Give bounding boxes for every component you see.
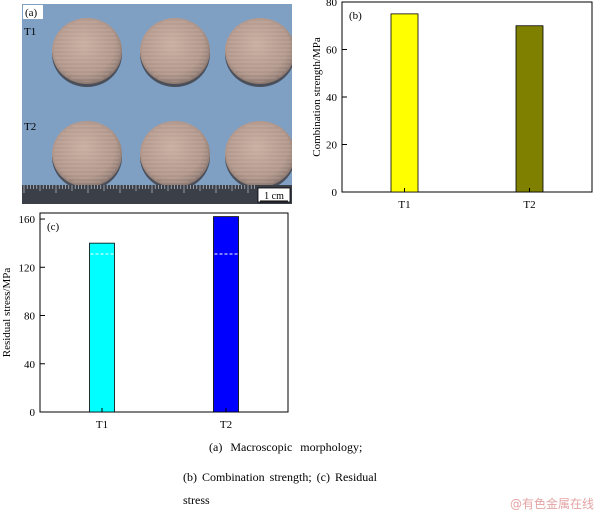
y-tick-label: 40 [326,92,338,104]
plot-frame [39,212,289,413]
x-tick-label-t2: T2 [523,199,535,211]
caption-line-3: stress [183,493,210,507]
bar-t1 [89,242,115,413]
sample-disc-texture [54,20,120,82]
row-label-t2: T2 [24,121,36,133]
ruler [22,185,292,204]
y-tick-label: 20 [326,140,338,152]
row-label-t1: T1 [24,26,36,38]
y-tick-label: 0 [332,187,338,199]
caption-line-1: (a) Macroscopic morphology; [209,440,363,454]
y-axis-label: Combination strength/MPa [311,37,323,157]
y-axis-label: Residual stress/MPa [1,268,13,358]
y-tick-label: 120 [19,262,36,274]
macroscopic-photo: 1 cm (a) T1 T2 [22,4,292,204]
panel-a-label: (a) [25,7,38,19]
bar-t1 [390,13,419,193]
scale-bar-box [257,187,291,203]
bar-t2 [213,216,239,413]
y-tick-label: 80 [326,0,338,9]
y-tick-label: 160 [19,214,36,226]
x-tick-label-t1: T1 [96,419,108,431]
sample-disc-texture [142,20,208,82]
plot-frame [341,1,593,193]
watermark: @有色金属在线 [509,497,594,511]
y-tick-label: 80 [24,311,36,323]
bar-t2 [515,25,544,193]
chart-combination-strength: 0 20 40 60 80 T1 T2 (b) Combination strength/MPa [311,0,593,211]
panel-label: (c) [47,221,60,233]
scale-bar-label: 1 cm [264,191,284,202]
caption-line-2: (b) Combination strength; (c) Residual [183,470,377,484]
y-tick-label: 40 [24,359,36,371]
sample-disc-texture [142,123,208,185]
x-tick-label-t2: T2 [220,419,232,431]
y-tick-label: 60 [326,45,338,57]
sample-disc-texture [227,20,292,82]
sample-disc-texture [227,123,292,185]
y-tick-label: 0 [30,407,36,419]
x-tick-label-t1: T1 [398,199,410,211]
panel-a-label-box [23,5,43,19]
chart-residual-stress: 0 40 80 120 160 T1 T2 (c) Residual stress/MPa [1,212,289,431]
panel-label: (b) [349,10,362,22]
sample-disc-texture [54,123,120,185]
